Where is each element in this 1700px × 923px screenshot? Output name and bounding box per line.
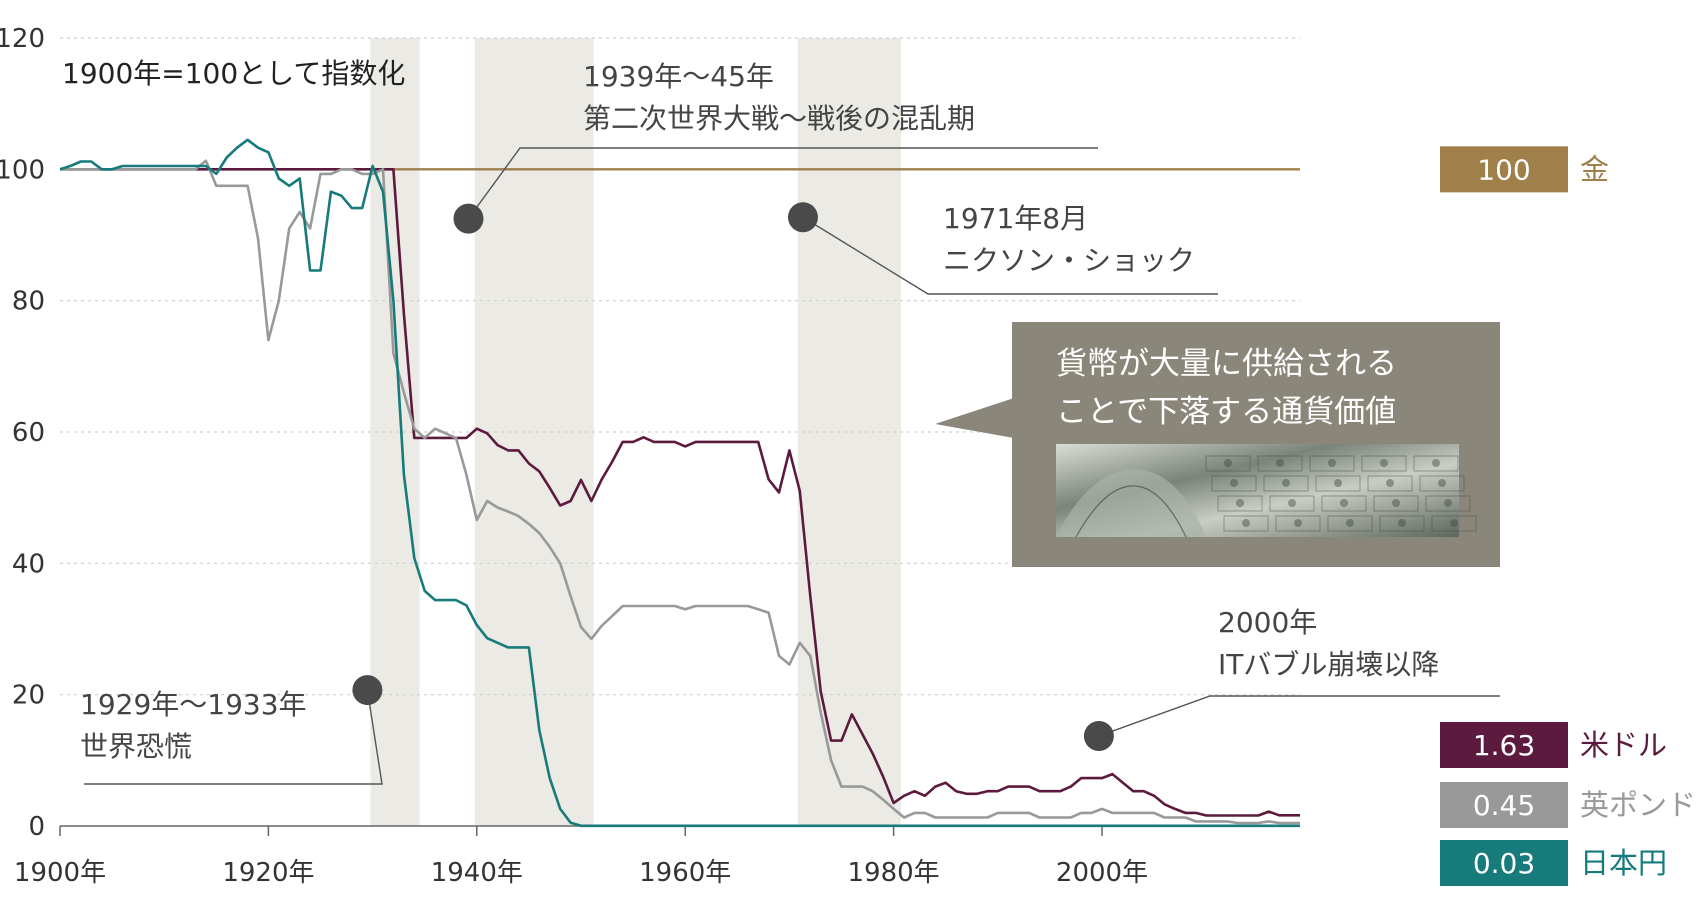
series-name-label: 金 [1580,152,1609,186]
bill-portrait [1294,519,1302,527]
series-lines [59,138,1300,828]
annotation-text-2: 世界恐慌 [80,730,192,763]
bill-portrait [1334,479,1342,487]
bill-portrait [1288,499,1296,507]
bill-roll-edge [1075,485,1187,538]
series-line-3 [59,138,1300,828]
bill-portrait [1392,499,1400,507]
x-tick-label: 1920年 [222,858,314,888]
series-line-1 [60,168,1300,817]
bill-portrait [1242,519,1250,527]
bill-outline [1275,515,1321,532]
y-tick-label: 40 [12,549,45,579]
annotation-leader-3 [1098,695,1500,737]
bill-outline [1309,455,1355,472]
bill-portrait [1386,479,1394,487]
annotation-text-3: ITバブル崩壊以降 [1218,648,1439,681]
bill-outline [1431,515,1477,532]
series-name-label: 英ポンド [1580,788,1696,822]
bill-outline [1315,475,1361,492]
bill-portrait [1328,459,1336,467]
callout-text-line: 貨幣が大量に供給される [1056,346,1397,382]
bill-roll [1056,469,1206,537]
y-tick-label: 120 [0,24,45,54]
annotation-text-1: ニクソン・ショック [943,244,1195,277]
annotation-text-0: 第二次世界大戦〜戦後の混乱期 [583,102,975,135]
bill-outline [1413,455,1459,472]
annotation-leader-0 [467,147,1098,219]
annotation-marker-3 [1083,721,1114,752]
bill-outline [1379,515,1425,532]
bill-portrait [1276,459,1284,467]
end-badge-value: 1.63 [1473,729,1535,762]
end-badge-value: 100 [1477,153,1530,186]
end-badge-value: 0.45 [1473,789,1535,822]
dollar-bills-photo [1056,444,1477,538]
callout-pointer [935,398,1014,438]
end-badge-0 [1440,146,1568,193]
x-tick-label: 1900年 [14,858,106,888]
axes: 0 20 40 60 80 100 120 1900年 1920年 1940年 1960年 1980年… [0,24,1300,888]
bill-portrait [1346,519,1354,527]
bill-outline [1419,475,1465,492]
bill-outline [1223,515,1269,532]
bill-portrait [1282,479,1290,487]
y-tick-label: 0 [28,812,45,842]
annotation-text-1: 1971年8月 [943,202,1088,235]
bill-outline [1211,475,1257,492]
bill-outline [1367,475,1413,492]
bill-portrait [1340,499,1348,507]
callout-text-line: ことで下落する通貨価値 [1056,394,1396,430]
annotation-text-0: 1939年〜45年 [583,60,774,93]
annotation-text-2: 1929年〜1933年 [80,688,307,721]
bill-outline [1425,495,1471,512]
bill-outline [1257,455,1303,472]
x-tick-label: 1980年 [848,858,940,888]
bill-portrait [1230,479,1238,487]
bill-portrait [1444,499,1452,507]
bill-portrait [1432,459,1440,467]
bill-portrait [1224,459,1232,467]
series-name-label: 日本円 [1580,846,1667,880]
y-tick-label: 60 [12,418,45,448]
annotation-leader-2 [84,689,383,785]
bill-portrait [1380,459,1388,467]
end-badge-3 [1440,840,1568,886]
bill-portrait [1236,499,1244,507]
bill-portrait [1438,479,1446,487]
bill-outline [1361,455,1407,472]
bill-outline [1373,495,1419,512]
x-tick-label: 1940年 [431,858,523,888]
series-name-label: 米ドル [1580,728,1667,762]
end-badge-value: 0.03 [1473,847,1535,880]
annotation-text-3: 2000年 [1218,606,1317,639]
y-tick-label: 100 [0,155,45,185]
bill-outline [1327,515,1373,532]
bill-outline [1269,495,1315,512]
shaded-period-1 [474,38,594,826]
x-tick-label: 1960年 [639,858,731,888]
end-badge-2 [1440,782,1568,828]
annotation-leader-1 [802,216,1218,295]
chart-subtitle: 1900年=100として指数化 [62,57,405,90]
annotation-marker-2 [352,675,383,706]
end-labels: 100 金 1.63 米ドル 0.45 英ポンド 0.03 日本円 [1440,146,1696,886]
y-tick-label: 80 [12,287,45,317]
annotation-marker-0 [453,203,484,234]
bill-outline [1217,495,1263,512]
shaded-period-2 [797,38,901,826]
end-badge-1 [1440,722,1568,768]
bill-portrait [1450,519,1458,527]
series-line-2 [60,159,1300,825]
bill-outline [1263,475,1309,492]
y-tick-label: 20 [12,681,45,711]
bill-outline [1321,495,1367,512]
bill-outline [1205,455,1251,472]
bill-portrait [1398,519,1406,527]
x-tick-label: 2000年 [1056,858,1148,888]
annotation-marker-1 [787,202,818,233]
